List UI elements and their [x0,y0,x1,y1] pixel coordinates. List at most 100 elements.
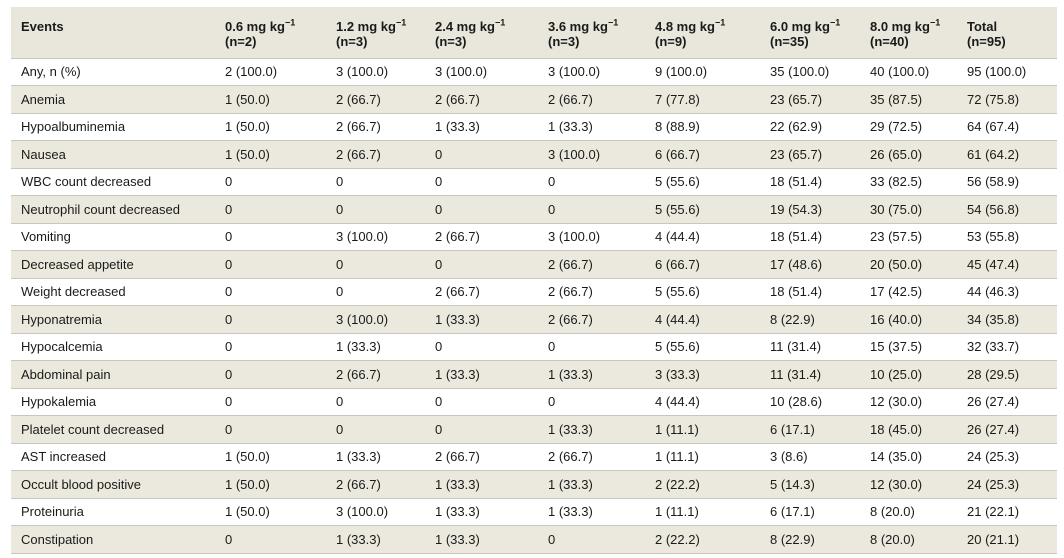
dose-group-cell: 1 (11.1) [655,421,699,437]
event-name-cell: Vomiting [21,229,71,245]
dose-group-cell: 0 [435,256,443,272]
dose-group-cell: 0 [336,284,344,300]
dose-group-cell: 0 [548,394,556,410]
dose-group-cell: 2 (66.7) [548,256,593,272]
dose-group-cell: 3 (100.0) [336,229,389,245]
table-row: Vomiting 0 3 (100.0) 2 (66.7) 3 (100.0) 4 (44… [11,223,1057,251]
dose-group-cell: 2 (66.7) [336,146,381,162]
header-n: (n=3) [336,34,368,49]
table-row: Hyponatremia 0 3 (100.0) 1 (33.3) 2 (66.7) 4 … [11,305,1057,333]
dose-group-cell: 6 (66.7) [655,256,700,272]
dose-group-cell: 1 (33.3) [336,531,381,547]
dose-group-cell: 33 (82.5) [870,174,923,190]
dose-group-cell: 26 (65.0) [870,146,923,162]
table-row: Weight decreased 0 0 2 (66.7) 2 (66.7) 5 (55.… [11,278,1057,306]
table-body: Any, n (%) 2 (100.0) 3 (100.0) 3 (100.0) 3 (… [11,58,1057,553]
dose-group-cell: 1 (50.0) [225,504,270,520]
dose-group-cell: 0 [548,174,556,190]
event-name-cell: Abdominal pain [21,366,111,382]
table-row: Platelet count decreased 0 0 0 1 (33.3) 1 (11… [11,415,1057,443]
dose-group-cell: 2 (66.7) [336,119,381,135]
dose-group-cell: 6 (66.7) [655,146,700,162]
header-unit-exponent: −1 [284,17,296,28]
dose-group-cell: 12 (30.0) [870,394,923,410]
dose-group-cell: 0 [435,421,443,437]
event-name-cell: Proteinuria [21,504,84,520]
dose-group-cell: 20 (50.0) [870,256,923,272]
table-row: Proteinuria 1 (50.0) 3 (100.0) 1 (33.3) 1 (3… [11,498,1057,526]
dose-group-cell: 11 (31.4) [770,366,822,382]
header-total: Total (n=95) [957,7,1057,58]
dose-group-cell: 40 (100.0) [870,64,930,80]
header-unit-exponent: −1 [395,17,407,28]
dose-group-cell: 4 (44.4) [655,229,700,245]
table-row: Decreased appetite 0 0 0 2 (66.7) 6 (66.7) 17 … [11,250,1057,278]
dose-group-cell: 6 (17.1) [770,421,815,437]
dose-group-cell: 0 [548,531,556,547]
dose-group-cell: 14 (35.0) [870,449,923,465]
dose-group-cell: 15 (37.5) [870,339,923,355]
dose-group-cell: 1 (33.3) [548,421,593,437]
table-row: Nausea 1 (50.0) 2 (66.7) 0 3 (100.0) 6 (66.7)… [11,140,1057,168]
header-n: (n=35) [770,34,809,49]
table-row: Anemia 1 (50.0) 2 (66.7) 2 (66.7) 2 (66.7) 7 … [11,85,1057,113]
dose-group-cell: 2 (66.7) [336,476,381,492]
event-name-cell: Hypokalemia [21,394,97,410]
dose-group-cell: 22 (62.9) [770,119,823,135]
dose-group-cell: 11 (31.4) [770,339,822,355]
dose-group-cell: 0 [548,201,556,217]
dose-group-cell: 2 (66.7) [548,449,593,465]
dose-group-cell: 2 (66.7) [336,91,381,107]
total-cell: 54 (56.8) [967,201,1020,217]
header-dose-6-0: 6.0 mg kg−1 (n=35) [760,7,860,58]
dose-group-cell: 18 (51.4) [770,284,823,300]
header-label: 8.0 mg kg [870,19,930,34]
header-label: Events [21,19,64,34]
total-cell: 28 (29.5) [967,366,1020,382]
event-name-cell: Hypoalbuminemia [21,119,126,135]
dose-group-cell: 0 [336,174,344,190]
dose-group-cell: 3 (100.0) [435,64,488,80]
dose-group-cell: 2 (66.7) [435,284,480,300]
dose-group-cell: 7 (77.8) [655,91,700,107]
adverse-events-table: Events 0.6 mg kg−1 (n=2) 1.2 mg kg−1 (n=3)… [11,7,1057,554]
dose-group-cell: 4 (44.4) [655,394,700,410]
dose-group-cell: 23 (57.5) [870,229,923,245]
header-dose-4-8: 4.8 mg kg−1 (n=9) [645,7,760,58]
header-unit-exponent: −1 [929,17,941,28]
dose-group-cell: 1 (50.0) [225,476,270,492]
table-row: Any, n (%) 2 (100.0) 3 (100.0) 3 (100.0) 3 (… [11,58,1057,86]
dose-group-cell: 0 [435,394,443,410]
dose-group-cell: 0 [336,256,344,272]
header-n: (n=3) [435,34,467,49]
event-name-cell: Hyponatremia [21,311,102,327]
dose-group-cell: 17 (48.6) [770,256,823,272]
header-label: 0.6 mg kg [225,19,285,34]
header-unit-exponent: −1 [607,17,619,28]
dose-group-cell: 0 [336,201,344,217]
dose-group-cell: 35 (100.0) [770,64,830,80]
dose-group-cell: 0 [435,339,443,355]
header-unit-exponent: −1 [714,17,726,28]
table-row: Occult blood positive 1 (50.0) 2 (66.7) 1 (… [11,470,1057,498]
table-row: WBC count decreased 0 0 0 0 5 (55.6) 18 (51.4)… [11,168,1057,196]
event-name-cell: Nausea [21,146,66,162]
dose-group-cell: 8 (22.9) [770,531,815,547]
dose-group-cell: 0 [225,256,233,272]
header-unit-exponent: −1 [494,17,506,28]
dose-group-cell: 18 (51.4) [770,174,823,190]
header-dose-3-6: 3.6 mg kg−1 (n=3) [538,7,645,58]
event-name-cell: WBC count decreased [21,174,152,190]
event-name-cell: Weight decreased [21,284,126,300]
dose-group-cell: 1 (33.3) [548,366,593,382]
event-name-cell: Platelet count decreased [21,421,165,437]
dose-group-cell: 2 (100.0) [225,64,278,80]
total-cell: 26 (27.4) [967,421,1020,437]
dose-group-cell: 0 [548,339,556,355]
dose-group-cell: 1 (33.3) [435,504,480,520]
total-cell: 61 (64.2) [967,146,1020,162]
dose-group-cell: 2 (66.7) [548,91,593,107]
dose-group-cell: 0 [225,366,233,382]
dose-group-cell: 0 [435,201,443,217]
dose-group-cell: 2 (66.7) [435,91,480,107]
